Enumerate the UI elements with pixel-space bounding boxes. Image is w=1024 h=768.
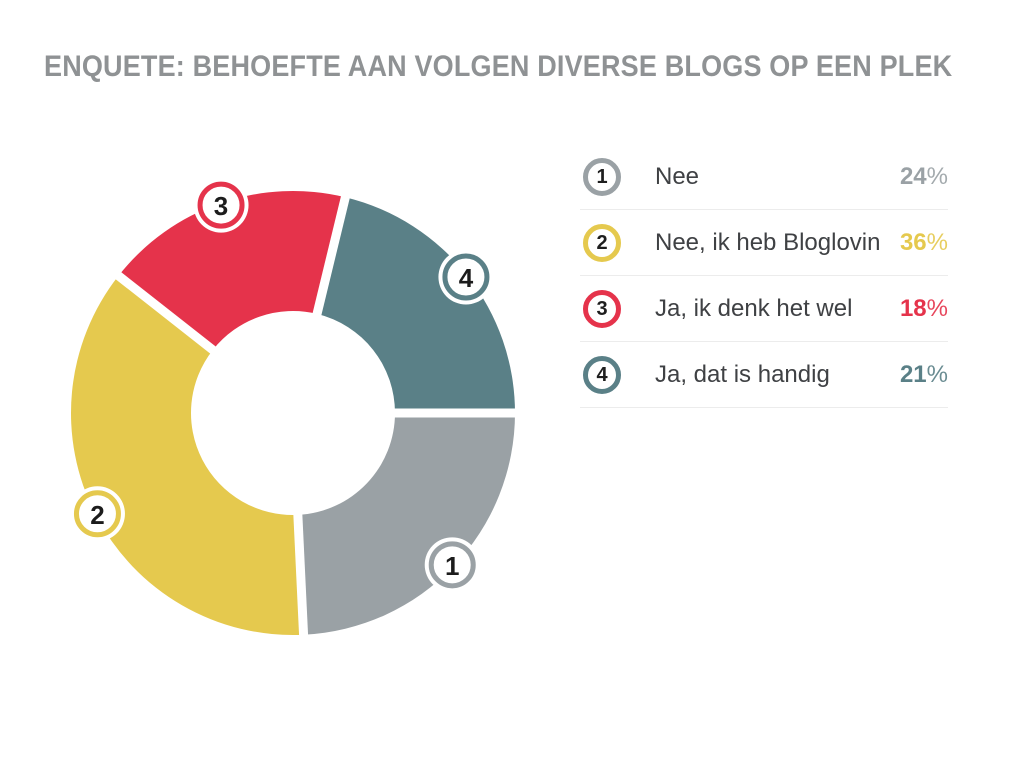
legend-label: Ja, dat is handig	[655, 360, 830, 388]
slice-badge-3	[197, 181, 245, 229]
legend-marker-1: 1	[583, 157, 621, 196]
slice-gap	[110, 268, 296, 417]
legend-value: 21%	[899, 360, 948, 388]
legend-row-2: 2 Nee, ik heb Bloglovin 36%	[580, 210, 948, 276]
slice-badge-number: 3	[214, 191, 228, 221]
legend-marker-number: 2	[596, 231, 608, 254]
legend-marker-3: 3	[583, 289, 621, 328]
legend-row-1: 1 Nee 24%	[580, 144, 948, 210]
slice-badge-number: 2	[90, 500, 104, 530]
slice-badge-2	[73, 490, 121, 538]
legend-label: Nee, ik heb Bloglovin	[655, 228, 881, 256]
legend-marker-number: 3	[596, 297, 608, 320]
legend-label: Ja, ik denk het wel	[655, 294, 853, 322]
legend-row-3: 3 Ja, ik denk het wel 18%	[580, 276, 948, 342]
legend-marker-number: 1	[596, 165, 608, 188]
page-title: ENQUETE: BEHOEFTE AAN VOLGEN DIVERSE BLO…	[44, 50, 953, 83]
legend-marker-number: 4	[596, 363, 608, 386]
legend-value: 18%	[899, 294, 948, 322]
slice-badge-number: 4	[459, 263, 474, 293]
donut-slice-1	[297, 413, 515, 635]
legend-marker-4: 4	[583, 355, 621, 394]
legend-label: Nee	[655, 162, 700, 190]
donut-slice-4	[317, 197, 515, 413]
chart-legend: 1 Nee 24% 2 Nee, ik heb Bloglovin 36% 3 …	[580, 144, 948, 408]
donut-chart: 1 2 3 4	[69, 177, 521, 641]
legend-value: 36%	[899, 228, 948, 256]
donut-slice-2	[71, 275, 304, 635]
slice-gap	[288, 190, 352, 415]
slice-badge-number: 1	[445, 551, 459, 581]
slice-gap	[288, 412, 309, 641]
donut-chart-container: 1 2 3 4	[33, 153, 553, 673]
slice-badge-1	[428, 541, 476, 589]
slice-badge-4	[442, 253, 490, 301]
legend-row-4: 4 Ja, dat is handig 21%	[580, 342, 948, 408]
legend-value: 24%	[899, 162, 948, 190]
donut-slice-3	[118, 191, 346, 350]
legend-marker-2: 2	[583, 223, 621, 262]
